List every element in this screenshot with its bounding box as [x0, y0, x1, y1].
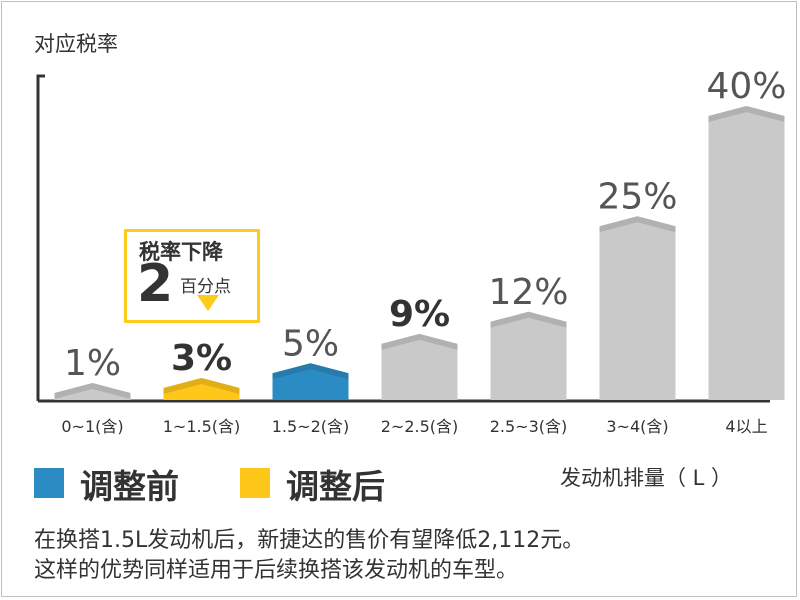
category-label-5: 3~4(含) [606, 417, 668, 436]
bar-top-band-0 [54, 383, 131, 399]
caption-line-1: 在换搭1.5L发动机后，新捷达的售价有望降低2,112元。 [34, 528, 585, 553]
bar-top-band-1 [163, 377, 240, 394]
value-label-0: 1% [64, 343, 121, 384]
bar-3 [381, 333, 458, 400]
category-label-1: 1~1.5(含) [163, 417, 241, 436]
y-axis-title: 对应税率 [34, 32, 118, 56]
bars-group [54, 106, 785, 400]
value-label-1: 3% [171, 338, 232, 379]
value-label-2: 5% [282, 323, 339, 364]
legend-swatch-after [240, 468, 270, 498]
value-label-5: 25% [597, 176, 677, 217]
legend-label-before: 调整前 [80, 467, 179, 506]
category-label-6: 4以上 [725, 417, 767, 436]
value-label-6: 40% [706, 66, 786, 107]
value-labels-group: 1% 3% 5% 9% 12% 25% 40% [64, 66, 787, 384]
category-label-2: 1.5~2(含) [272, 417, 350, 436]
bar-4 [490, 311, 567, 400]
bar-top-band-4 [490, 311, 567, 328]
legend-swatch-before [34, 468, 64, 498]
x-axis-title: 发动机排量（ L ） [560, 466, 733, 490]
bar-0 [54, 383, 131, 400]
bar-top-band-5 [599, 216, 676, 233]
callout-title: 税率下降 [139, 240, 223, 264]
bar-6 [708, 106, 785, 400]
category-label-4: 2.5~3(含) [490, 417, 568, 436]
callout-unit: 百分点 [180, 277, 231, 297]
category-label-0: 0~1(含) [61, 417, 123, 436]
category-labels-group: 0~1(含) 1~1.5(含) 1.5~2(含) 2~2.5(含) 2.5~3(含) 3~… [61, 417, 767, 436]
down-arrow-icon [197, 295, 219, 311]
y-axis-bracket [36, 74, 45, 401]
legend-label-after: 调整后 [286, 467, 385, 506]
tax-rate-bar-chart: 1% 3% 5% 9% 12% 25% 40% 0~1(含) 1~1.5(含) 1.5~2(含)… [36, 66, 787, 436]
category-label-3: 2~2.5(含) [381, 417, 459, 436]
rate-drop-callout: 税率下降 2 百分点 [124, 229, 260, 323]
caption-line-2: 这样的优势同样适用于后续换搭该发动机的车型。 [34, 558, 519, 583]
caption-note: 在换搭1.5L发动机后，新捷达的售价有望降低2,112元。 这样的优势同样适用于… [34, 526, 584, 586]
value-label-3: 9% [389, 294, 450, 335]
callout-number: 2 [137, 254, 174, 314]
bar-top-band-6 [708, 106, 785, 122]
bar-5 [599, 216, 676, 400]
bar-top-band-2 [272, 363, 349, 380]
value-label-4: 12% [488, 272, 568, 313]
bar-top-band-3 [381, 333, 458, 350]
